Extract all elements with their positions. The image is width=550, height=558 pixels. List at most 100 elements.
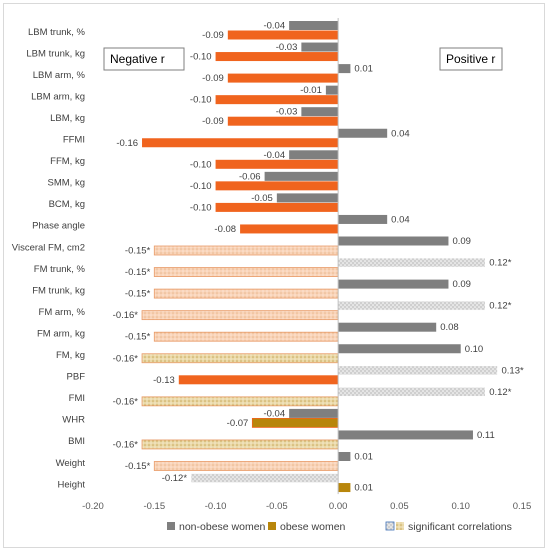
category-label-bmi: BMI	[68, 436, 85, 447]
x-tick-label-1: -0.15	[143, 501, 165, 512]
bar-obese-ffm-kg	[215, 159, 339, 169]
legend-swatch-sig-grey	[385, 521, 395, 531]
data-label-non-obese-phase-angle: 0.04	[391, 214, 410, 225]
bar-non-obese-lbm-trunk-kg	[301, 42, 339, 52]
x-tick-label-7: 0.15	[513, 501, 532, 512]
bar-obese-ffmi	[142, 138, 339, 148]
bar-non-obese-lbm-arm-kg	[325, 85, 339, 95]
category-label-lbm-arm: LBM arm, %	[33, 70, 86, 81]
data-label-non-obese-ffm-kg: -0.04	[263, 150, 285, 161]
bars-layer	[141, 21, 498, 493]
data-label-non-obese-lbm-kg: -0.03	[276, 107, 298, 118]
data-label-obese-visceral-fm-cm2: -0.15*	[125, 246, 151, 257]
bar-non-obese-weight	[338, 452, 351, 461]
data-label-non-obese-weight: 0.01	[354, 452, 373, 463]
data-label-obese-height: 0.01	[354, 483, 373, 494]
axis-layer: -0.20 -0.15 -0.10 -0.05 0.00 0.05 0.10 0.15	[82, 18, 531, 512]
category-labels-layer: LBM trunk, % LBM trunk, kg LBM arm, % LBM a…	[12, 27, 86, 491]
negative-r-label: Negative r	[110, 52, 165, 66]
data-label-non-obese-ffmi: 0.04	[391, 128, 410, 139]
bar-obese-height	[338, 483, 351, 493]
data-label-non-obese-height: -0.12*	[162, 473, 188, 484]
data-label-obese-fmi: -0.16*	[113, 396, 139, 407]
data-label-obese-weight: -0.15*	[125, 461, 151, 472]
data-label-non-obese-lbm-trunk-kg: -0.03	[276, 42, 298, 53]
category-label-lbm-trunk-kg: LBM trunk, kg	[26, 48, 85, 59]
bar-obese-lbm-kg	[227, 116, 339, 126]
data-label-non-obese-whr: -0.04	[263, 408, 285, 419]
data-label-non-obese-lbm-arm-kg: -0.01	[300, 85, 322, 96]
bar-non-obese-fm-arm-kg	[338, 322, 437, 332]
data-label-non-obese-pbf: 0.13*	[501, 365, 523, 376]
data-label-non-obese-lbm-arm: 0.01	[354, 64, 373, 75]
data-label-non-obese-fm-trunk: 0.12*	[489, 258, 511, 269]
data-label-obese-bcm-kg: -0.10	[190, 202, 212, 213]
bar-non-obese-bmi	[338, 430, 473, 440]
bar-non-obese-bcm-kg	[276, 193, 339, 203]
legend-swatch-sig-gold	[396, 522, 404, 530]
category-label-phase-angle: Phase angle	[32, 221, 85, 232]
legend-swatch-non-obese	[167, 522, 175, 530]
positive-r-label: Positive r	[446, 52, 495, 66]
bar-obese-lbm-arm-kg	[215, 95, 339, 105]
bar-non-obese-smm-kg	[264, 171, 339, 181]
bar-obese-bcm-kg	[215, 202, 339, 212]
bar-obese-lbm-trunk-kg	[215, 52, 339, 62]
data-label-obese-fm-arm-kg: -0.15*	[125, 332, 151, 343]
data-label-obese-fm-kg: -0.16*	[113, 353, 139, 364]
category-label-fm-arm: FM arm, %	[39, 307, 86, 318]
data-label-non-obese-bcm-kg: -0.05	[251, 193, 273, 204]
data-label-obese-ffmi: -0.16	[116, 138, 138, 149]
data-label-obese-smm-kg: -0.10	[190, 181, 212, 192]
data-label-non-obese-fm-kg: 0.10	[465, 344, 484, 355]
category-label-smm-kg: SMM, kg	[48, 178, 85, 189]
data-label-obese-whr: -0.07	[227, 418, 249, 429]
data-label-non-obese-fmi: 0.12*	[489, 387, 511, 398]
category-label-fm-trunk: FM trunk, %	[34, 264, 86, 275]
data-label-non-obese-smm-kg: -0.06	[239, 171, 261, 182]
category-label-fm-trunk-kg: FM trunk, kg	[32, 285, 85, 296]
bar-non-obese-fm-kg	[338, 344, 461, 354]
bar-non-obese-fm-trunk-kg	[338, 279, 449, 289]
data-label-non-obese-visceral-fm-cm2: 0.09	[452, 236, 471, 247]
category-label-fm-kg: FM, kg	[56, 350, 85, 361]
bar-non-obese-ffmi	[338, 128, 388, 138]
data-label-obese-lbm-trunk-kg: -0.10	[190, 52, 212, 63]
legend: non-obese women obese women significant …	[167, 521, 512, 533]
data-label-obese-pbf: -0.13	[153, 375, 175, 386]
chart-frame	[3, 3, 545, 548]
category-label-height: Height	[58, 479, 86, 490]
data-label-non-obese-bmi: 0.11	[477, 430, 495, 441]
category-label-bcm-kg: BCM, kg	[49, 199, 85, 210]
bar-non-obese-ffm-kg	[289, 150, 339, 160]
bar-non-obese-lbm-trunk	[289, 21, 339, 30]
category-label-lbm-arm-kg: LBM arm, kg	[31, 91, 85, 102]
x-tick-label-2: -0.10	[205, 501, 227, 512]
data-label-obese-ffm-kg: -0.10	[190, 159, 212, 170]
data-label-obese-fm-trunk-kg: -0.15*	[125, 289, 151, 300]
bar-obese-pbf	[178, 375, 339, 385]
legend-swatch-obese	[268, 522, 276, 530]
category-label-lbm-kg: LBM, kg	[50, 113, 85, 124]
data-label-obese-lbm-trunk: -0.09	[202, 30, 224, 41]
bar-obese-smm-kg	[215, 181, 339, 191]
x-tick-label-3: -0.05	[266, 501, 288, 512]
legend-label-significant: significant correlations	[408, 521, 512, 533]
bar-non-obese-visceral-fm-cm2	[338, 236, 449, 246]
data-label-obese-lbm-arm: -0.09	[202, 73, 224, 84]
x-tick-label-5: 0.05	[390, 501, 409, 512]
bar-obese-phase-angle	[240, 224, 339, 234]
negative-r-box	[103, 47, 185, 71]
x-tick-label-4: 0.00	[329, 501, 348, 512]
bar-obese-lbm-arm	[227, 73, 339, 83]
data-labels-layer: -0.04 -0.09 -0.03 -0.10 0.01 -0.09 -0.01 -0.10 -…	[113, 21, 524, 494]
bar-obese-lbm-trunk	[227, 30, 339, 40]
category-label-lbm-trunk: LBM trunk, %	[28, 27, 86, 38]
data-label-obese-bmi: -0.16*	[113, 439, 139, 450]
bar-non-obese-lbm-kg	[301, 107, 339, 117]
category-label-ffmi: FFMI	[63, 135, 85, 146]
category-label-whr: WHR	[62, 415, 85, 426]
category-label-pbf: PBF	[67, 372, 86, 383]
